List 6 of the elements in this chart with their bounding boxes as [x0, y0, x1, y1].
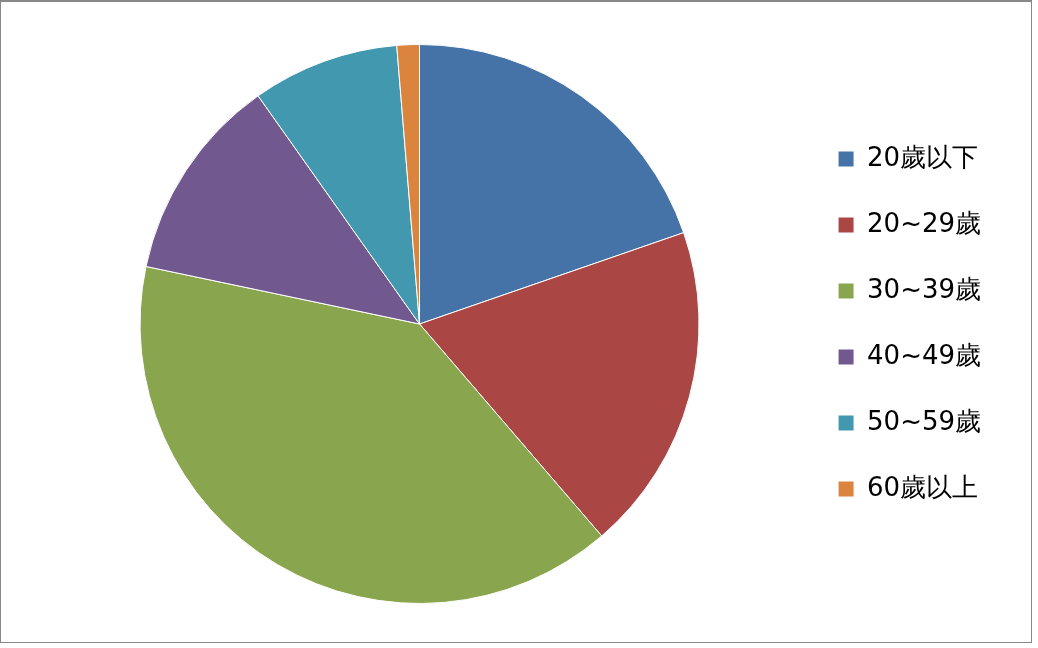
legend-label: 60歲以上	[867, 471, 979, 502]
legend-label: 20歲以下	[867, 141, 979, 172]
legend-label: 30~39歲	[867, 273, 981, 304]
legend-label: 40~49歲	[867, 339, 981, 370]
legend-label: 20~29歲	[867, 207, 981, 238]
legend-label: 50~59歲	[867, 405, 981, 436]
